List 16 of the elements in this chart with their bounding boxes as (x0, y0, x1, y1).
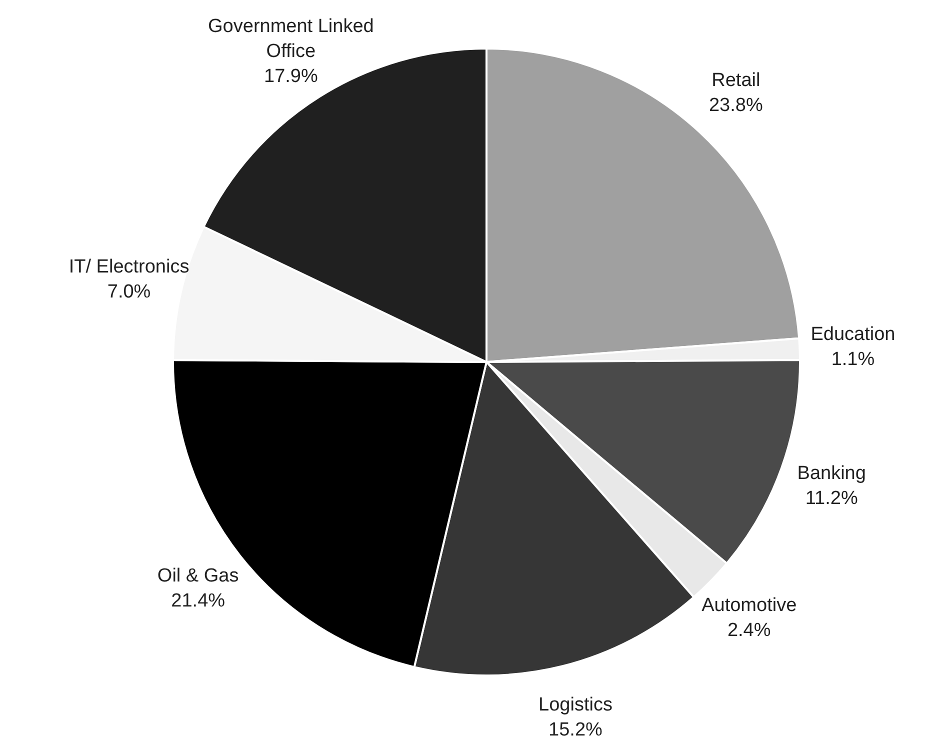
data-label: 15.2% (548, 720, 603, 741)
data-label: 7.0% (107, 281, 151, 302)
data-label: 21.4% (171, 590, 226, 612)
data-label: 2.4% (727, 620, 771, 641)
slice-label: Banking (797, 462, 866, 484)
data-label: 1.1% (831, 348, 875, 370)
slice-label: IT/ Electronics (68, 256, 190, 278)
slice-label: Oil & Gas (157, 565, 239, 586)
data-label: 23.8% (708, 94, 763, 116)
data-label: 17.9% (264, 66, 318, 87)
slice-label: Education (810, 324, 896, 345)
slice-label: Government Linked Office (208, 16, 374, 62)
slice-label: Logistics (538, 694, 612, 716)
data-label: 11.2% (805, 488, 858, 509)
slice-label: Automotive (702, 594, 797, 616)
slice-label: Retail (712, 70, 760, 91)
